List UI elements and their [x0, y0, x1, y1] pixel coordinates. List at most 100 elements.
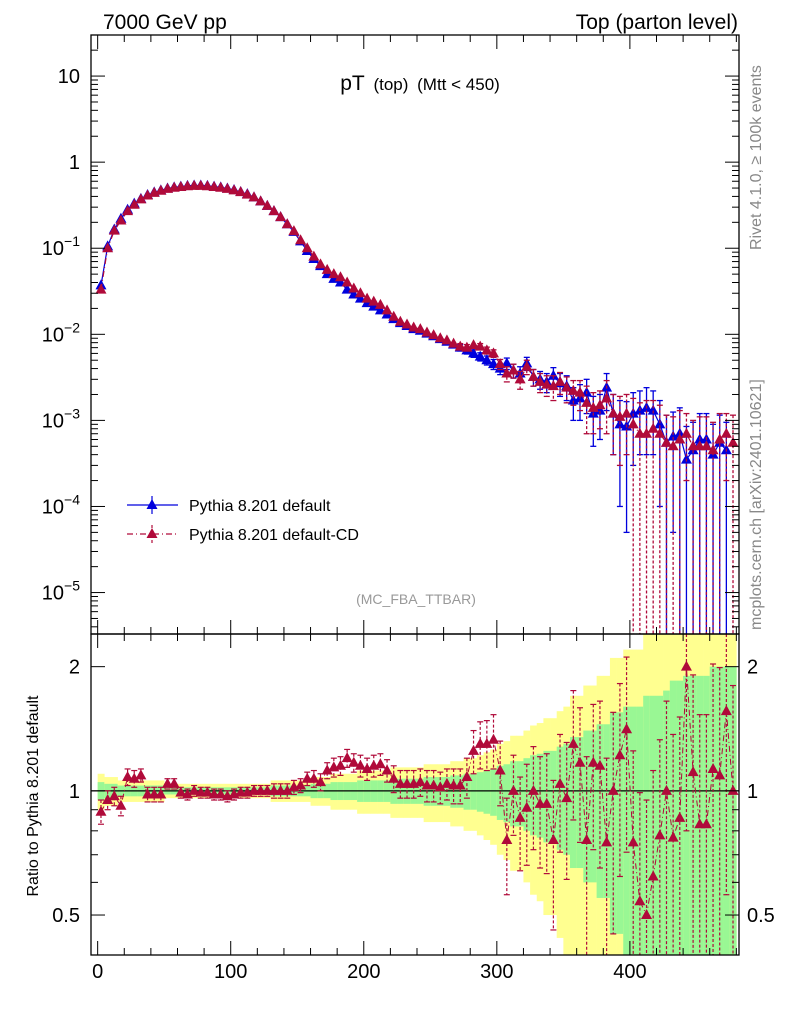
y-tick-exp: −4: [64, 491, 80, 507]
data-point-cd: [215, 181, 227, 192]
data-point-cd: [235, 186, 247, 197]
data-point-cd: [241, 188, 253, 199]
data-point-cd: [108, 224, 120, 235]
ratio-point: [102, 794, 114, 805]
data-point-cd: [421, 326, 433, 337]
x-tick-label: 0: [92, 961, 103, 983]
ratio-y-tick-label-right: 0.5: [747, 905, 775, 927]
mcplots-label: mcplots.cern.ch [arXiv:2401.10621]: [748, 379, 765, 630]
data-point-cd: [135, 193, 147, 204]
ratio-point: [434, 781, 446, 792]
data-point-cd: [102, 242, 114, 253]
ratio-point: [680, 660, 692, 671]
band-inner-bin: [503, 764, 511, 823]
band-inner-bin: [669, 680, 677, 955]
ratio-point: [181, 788, 193, 799]
data-point-default: [654, 418, 666, 429]
data-point-default: [468, 347, 480, 358]
ratio-point: [374, 758, 386, 769]
data-point-cd: [468, 339, 480, 350]
ratio-point: [308, 772, 320, 783]
data-point-cd: [641, 427, 653, 438]
ratio-point: [594, 759, 606, 770]
ratio-point: [388, 772, 400, 783]
data-point-cd: [707, 444, 719, 455]
data-point-cd: [428, 329, 440, 340]
data-point-cd: [261, 199, 273, 210]
plot-title: pT (top) (Mtt < 450): [340, 72, 500, 95]
data-point-cd: [122, 205, 134, 216]
data-point-cd: [541, 378, 553, 389]
header-right: Top (parton level): [576, 11, 738, 34]
ratio-point: [567, 737, 579, 748]
y-tick-label: 10−4: [42, 491, 80, 518]
ratio-point: [527, 784, 539, 795]
data-point-cd: [381, 304, 393, 315]
data-point-cd: [587, 401, 599, 412]
data-point-cd: [394, 315, 406, 326]
data-point-cd: [594, 399, 606, 410]
data-point-cd: [474, 340, 486, 351]
plot-title-main: pT: [340, 72, 365, 95]
band-inner-bin: [530, 755, 538, 836]
band-inner-bin: [623, 706, 631, 955]
data-point-cd: [441, 334, 453, 345]
ratio-point: [115, 799, 127, 810]
data-point-cd: [275, 211, 287, 222]
data-point-cd: [627, 418, 639, 429]
data-point-cd: [534, 375, 546, 386]
plot-title-cut: (Mtt < 450): [417, 75, 500, 94]
data-point-cd: [348, 282, 360, 293]
x-tick-label: 200: [347, 961, 380, 983]
y-tick-label: 10−1: [42, 233, 80, 260]
ratio-point: [507, 784, 519, 795]
analysis-tag: (MC_FBA_TTBAR): [356, 591, 476, 607]
ratio-y-tick-label-right: 2: [747, 657, 758, 679]
data-point-cd: [368, 295, 380, 306]
ratio-series: [95, 634, 739, 955]
main-series: [95, 179, 739, 634]
data-point-cd: [401, 318, 413, 329]
data-point-cd: [361, 292, 373, 303]
data-point-default: [547, 369, 559, 380]
ratio-point: [541, 797, 553, 808]
ratio-point: [295, 779, 307, 790]
ratio-line: [100, 666, 734, 917]
data-point-cd: [434, 332, 446, 343]
data-point-cd: [281, 218, 293, 229]
ratio-point: [281, 784, 293, 795]
band-inner-bin: [470, 773, 478, 810]
x-tick-label: 400: [613, 961, 646, 983]
legend-label-default: Pythia 8.201 default: [189, 498, 331, 515]
ratio-point: [361, 762, 373, 773]
data-point-cd: [674, 433, 686, 444]
data-point-cd: [388, 310, 400, 321]
ratio-point: [175, 786, 187, 797]
ratio-point: [128, 772, 140, 783]
data-point-cd: [601, 392, 613, 403]
data-point-cd: [501, 367, 513, 378]
y-tick-base: 10: [42, 410, 64, 432]
data-point-default: [474, 350, 486, 361]
ratio-ylabel: Ratio to Pythia 8.201 default: [25, 695, 42, 897]
y-tick-base: 10: [42, 238, 64, 260]
ratio-y-tick-label: 0.5: [52, 905, 80, 927]
data-point-cd: [514, 373, 526, 384]
y-tick-exp: −5: [64, 578, 80, 594]
band-inner-bin: [583, 730, 591, 883]
ratio-frame: [90, 633, 740, 956]
data-point-cd: [494, 358, 506, 369]
ratio-point: [414, 776, 426, 787]
data-point-cd: [461, 341, 473, 352]
rivet-label: Rivet 4.1.0, ≥ 100k events: [748, 65, 765, 250]
data-point-cd: [700, 440, 712, 451]
data-point-cd: [142, 189, 154, 200]
data-point-cd: [288, 225, 300, 236]
legend: Pythia 8.201 default Pythia 8.201 default…: [127, 496, 359, 544]
y-tick-label: 10−2: [42, 319, 80, 346]
ratio-y-tick-label: 2: [69, 657, 80, 679]
data-point-cd: [581, 396, 593, 407]
data-point-cd: [448, 337, 460, 348]
y-tick-label: 1: [69, 152, 80, 174]
